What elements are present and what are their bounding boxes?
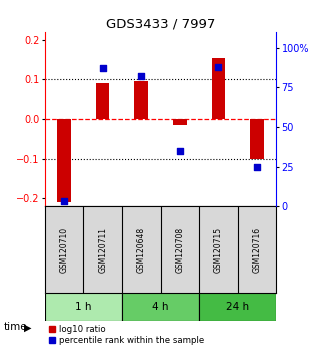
- Text: GSM120648: GSM120648: [137, 227, 146, 273]
- Bar: [199, 293, 276, 320]
- Bar: [250, 119, 264, 159]
- Title: GDS3433 / 7997: GDS3433 / 7997: [106, 18, 215, 31]
- Bar: [45, 293, 122, 320]
- Bar: [122, 293, 199, 320]
- Bar: [134, 81, 148, 119]
- Legend: log10 ratio, percentile rank within the sample: log10 ratio, percentile rank within the …: [49, 325, 204, 345]
- Point: [139, 73, 144, 79]
- Text: 1 h: 1 h: [75, 302, 92, 312]
- Text: GSM120716: GSM120716: [252, 227, 261, 273]
- Point: [100, 65, 105, 71]
- Text: 4 h: 4 h: [152, 302, 169, 312]
- Bar: [57, 119, 71, 202]
- Text: GSM120708: GSM120708: [175, 227, 184, 273]
- Text: GSM120711: GSM120711: [98, 227, 107, 273]
- Bar: [96, 83, 109, 119]
- Text: GSM120710: GSM120710: [60, 227, 69, 273]
- Point: [254, 164, 259, 169]
- Point: [177, 148, 182, 154]
- Point: [62, 199, 67, 204]
- Bar: [173, 119, 187, 125]
- Text: time: time: [3, 322, 27, 332]
- Bar: [212, 58, 225, 119]
- Text: GSM120715: GSM120715: [214, 227, 223, 273]
- Text: ▶: ▶: [24, 322, 31, 332]
- Text: 24 h: 24 h: [226, 302, 249, 312]
- Point: [216, 64, 221, 69]
